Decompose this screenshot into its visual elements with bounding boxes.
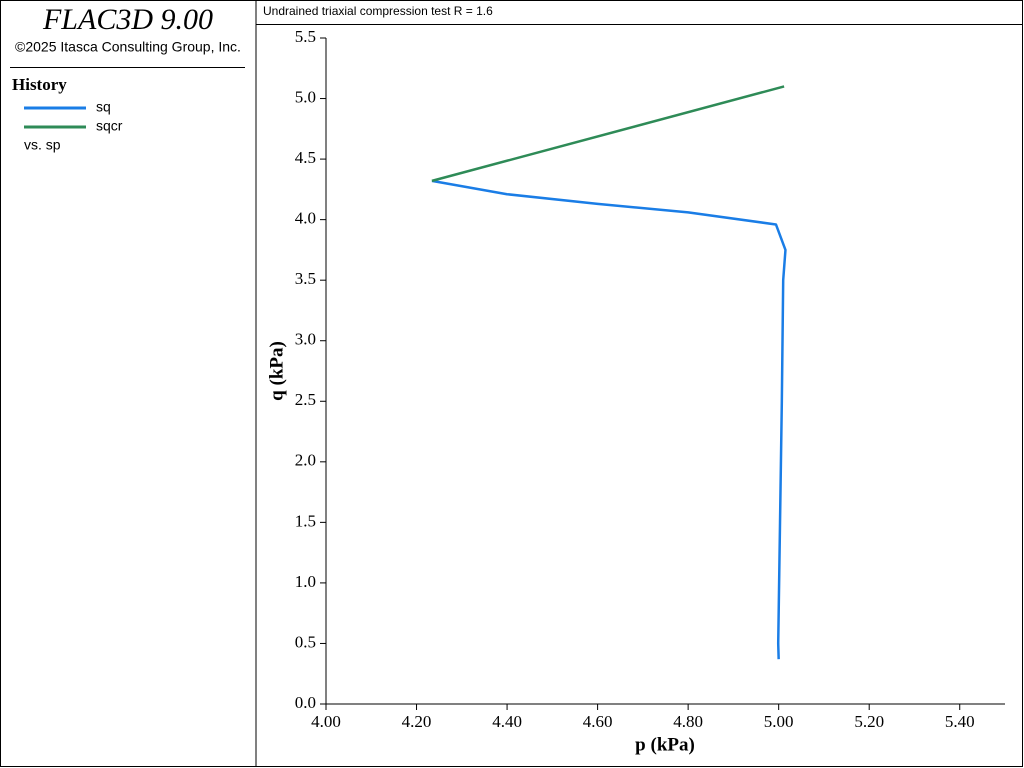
x-tick-label: 5.20	[854, 712, 884, 731]
y-tick-label: 1.0	[295, 572, 316, 591]
y-tick-label: 4.5	[295, 148, 316, 167]
y-tick-label: 4.0	[295, 209, 316, 228]
x-tick-label: 4.60	[583, 712, 613, 731]
series-line	[431, 179, 787, 660]
legend-versus: vs. sp	[24, 137, 61, 153]
y-tick-label: 2.0	[295, 451, 316, 470]
series-line	[431, 85, 785, 183]
y-tick-label: 2.5	[295, 390, 316, 409]
y-tick-label: 3.5	[295, 269, 316, 288]
x-tick-label: 4.40	[492, 712, 522, 731]
y-tick-label: 0.5	[295, 632, 316, 651]
legend-title: History	[12, 75, 67, 94]
x-tick-label: 4.00	[311, 712, 341, 731]
y-tick-label: 5.5	[295, 27, 316, 46]
x-tick-label: 5.00	[764, 712, 794, 731]
chart-title: Undrained triaxial compression test R = …	[263, 4, 493, 18]
app-title: FLAC3D 9.00	[42, 3, 213, 36]
x-tick-label: 5.40	[945, 712, 975, 731]
y-axis-label: q (kPa)	[266, 341, 287, 401]
y-tick-label: 0.0	[295, 693, 316, 712]
y-tick-label: 1.5	[295, 511, 316, 530]
legend-label: sq	[96, 99, 111, 115]
y-tick-label: 5.0	[295, 87, 316, 106]
x-tick-label: 4.20	[402, 712, 432, 731]
x-axis-label: p (kPa)	[635, 734, 695, 755]
legend-label: sqcr	[96, 118, 123, 134]
y-tick-label: 3.0	[295, 330, 316, 349]
copyright: ©2025 Itasca Consulting Group, Inc.	[15, 39, 241, 55]
x-tick-label: 4.80	[673, 712, 703, 731]
